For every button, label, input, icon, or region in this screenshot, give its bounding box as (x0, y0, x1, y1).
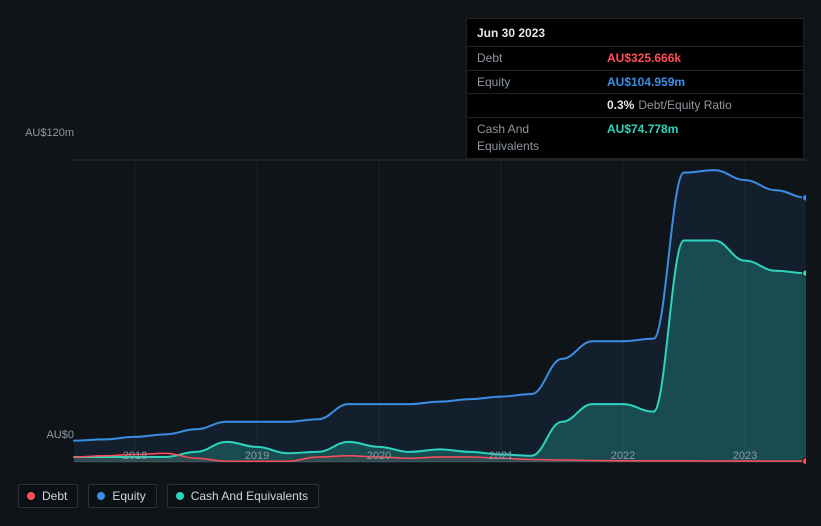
tooltip-row-label (467, 94, 597, 118)
legend-swatch-icon (97, 492, 105, 500)
legend-item[interactable]: Debt (18, 484, 78, 508)
tooltip-row-label: Debt (467, 46, 597, 70)
y-axis-label: AU$120m (18, 127, 74, 139)
tooltip-date: Jun 30 2023 (467, 19, 803, 46)
x-axis-label: 2021 (489, 450, 513, 462)
chart-container: { "chart_type": "area-line", "background… (0, 0, 821, 526)
tooltip-row-value: 0.3%Debt/Equity Ratio (597, 94, 803, 118)
legend-swatch-icon (176, 492, 184, 500)
x-axis-label: 2018 (123, 450, 147, 462)
chart-legend: Debt Equity Cash And Equivalents (18, 484, 319, 508)
chart-plot: AU$120mAU$0201820192020202120222023 (18, 140, 806, 442)
legend-item[interactable]: Equity (88, 484, 156, 508)
legend-swatch-icon (27, 492, 35, 500)
tooltip-row-value: AU$104.959m (597, 70, 803, 94)
tooltip-row-label: Equity (467, 70, 597, 94)
legend-label: Debt (42, 489, 67, 503)
legend-label: Equity (112, 489, 145, 503)
chart-svg (18, 140, 806, 482)
chart-tooltip: Jun 30 2023 DebtAU$325.666kEquityAU$104.… (466, 18, 804, 159)
x-axis-label: 2019 (245, 450, 269, 462)
x-axis-label: 2020 (367, 450, 391, 462)
legend-item[interactable]: Cash And Equivalents (167, 484, 319, 508)
legend-label: Cash And Equivalents (191, 489, 308, 503)
x-axis-label: 2023 (733, 450, 757, 462)
x-axis-label: 2022 (611, 450, 635, 462)
tooltip-row-value: AU$325.666k (597, 46, 803, 70)
y-axis-label: AU$0 (18, 429, 74, 441)
